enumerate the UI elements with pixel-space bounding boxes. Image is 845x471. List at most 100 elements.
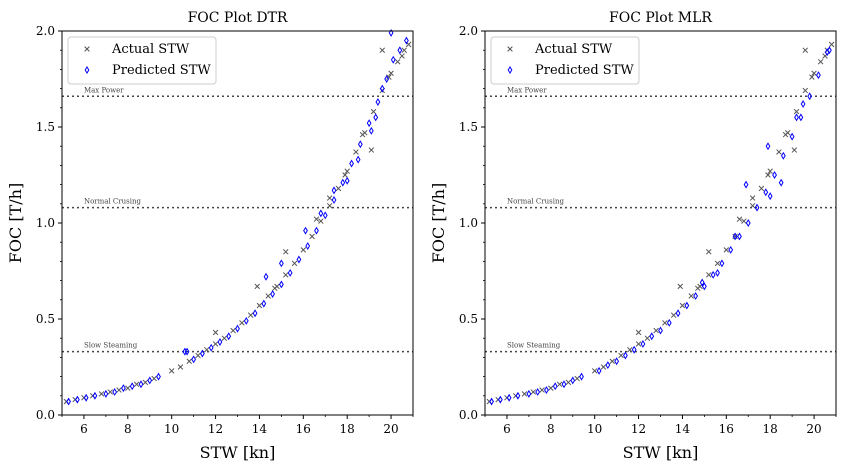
- mlr-y-tick-label: 1.5: [459, 120, 478, 134]
- mlr-predicted-point: [596, 366, 602, 375]
- mlr-predicted-point: [658, 326, 663, 335]
- mlr-plot-panel: FOC Plot MLR STW [kn] FOC [T/h] 6 8 10 12 14…: [429, 10, 837, 462]
- mlr-predicted-point: [552, 382, 558, 391]
- dtr-actual-point: [195, 352, 201, 359]
- dtr-predicted-point: [349, 159, 354, 168]
- mlr-reference-lines: Max Power Normal Crusing Slow Steaming: [485, 86, 836, 353]
- dtr-actual-point: [230, 327, 236, 334]
- mlr-actual-point: [809, 74, 815, 80]
- dtr-predicted-point: [217, 338, 223, 347]
- mlr-reference-label: Slow Steaming: [507, 342, 561, 350]
- mlr-actual-point: [679, 302, 686, 309]
- dtr-actual-point: [151, 375, 157, 382]
- dtr-actual-point: [291, 260, 298, 267]
- dtr-actual-point: [342, 172, 348, 178]
- mlr-predicted-point: [728, 245, 734, 254]
- mlr-legend-box: [490, 36, 640, 85]
- dtr-ticks: 6 8 10 12 14 16 18 20 0.0 0.5 1.0 1.5 2.0: [36, 24, 414, 436]
- dtr-legend-predicted-label: Predicted STW: [112, 63, 211, 78]
- mlr-actual-point: [791, 147, 798, 153]
- dtr-y-tick-label: 1.0: [36, 216, 55, 230]
- mlr-predicted-point: [684, 301, 690, 310]
- dtr-predicted-point: [340, 178, 346, 187]
- dtr-predicted-point: [226, 332, 232, 341]
- dtr-predicted-point: [388, 28, 394, 37]
- dtr-actual-point: [247, 312, 254, 318]
- mlr-actual-point: [741, 218, 747, 224]
- mlr-predicted-point: [800, 99, 806, 108]
- dtr-legend-actual-marker: [84, 46, 90, 52]
- mlr-actual-point: [695, 285, 701, 292]
- mlr-predicted-point: [745, 219, 751, 227]
- dtr-predicted-point: [208, 343, 214, 352]
- mlr-actual-point: [706, 249, 712, 255]
- dtr-predicted-point: [373, 113, 379, 122]
- mlr-predicted-point: [763, 188, 769, 197]
- mlr-predicted-point: [778, 178, 784, 187]
- dtr-x-tick-label: 10: [164, 422, 179, 436]
- mlr-predicted-point: [715, 268, 720, 277]
- mlr-actual-point: [644, 335, 651, 341]
- mlr-predicted-point: [526, 389, 532, 398]
- mlr-x-tick-label: 10: [587, 422, 602, 436]
- mlr-predicted-point: [497, 395, 503, 404]
- mlr-predicted-point: [605, 361, 611, 370]
- dtr-predicted-point: [366, 119, 372, 128]
- mlr-plot-frame: [484, 30, 837, 416]
- dtr-actual-point: [386, 74, 392, 80]
- mlr-actual-point: [802, 87, 809, 94]
- dtr-predicted-point: [191, 355, 197, 364]
- mlr-actual-point: [548, 385, 554, 391]
- mlr-actual-point: [758, 185, 765, 192]
- dtr-predicted-point: [235, 324, 240, 333]
- dtr-predicted-point: [66, 397, 71, 406]
- mlr-predicted-point: [623, 351, 628, 360]
- dtr-actual-point: [344, 168, 350, 174]
- mlr-actual-point: [670, 312, 677, 318]
- mlr-legend-predicted-marker: [507, 66, 513, 74]
- mlr-plot-title: FOC Plot MLR: [609, 10, 712, 26]
- dtr-predicted-point: [375, 98, 381, 107]
- dtr-reference-label: Normal Crusing: [84, 198, 142, 206]
- mlr-actual-point: [635, 341, 642, 347]
- mlr-predicted-point: [614, 357, 620, 366]
- mlr-predicted-point: [794, 113, 799, 122]
- mlr-y-tick-label: 2.0: [459, 24, 478, 38]
- mlr-predicted-point: [710, 270, 716, 279]
- mlr-actual-point: [565, 379, 572, 386]
- dtr-predicted-point: [243, 316, 249, 325]
- dtr-actual-point: [168, 368, 175, 374]
- dtr-reference-label: Slow Steaming: [84, 342, 138, 350]
- mlr-actual-point: [817, 58, 824, 65]
- dtr-predicted-point: [390, 55, 396, 64]
- dtr-actual-point: [125, 385, 131, 391]
- dtr-actual-point: [370, 108, 377, 115]
- dtr-predicted-point: [74, 395, 80, 404]
- mlr-x-tick-label: 14: [675, 422, 691, 436]
- dtr-plot-title: FOC Plot DTR: [188, 10, 288, 26]
- mlr-legend-actual-label: Actual STW: [534, 42, 613, 57]
- mlr-predicted-point: [631, 345, 637, 354]
- mlr-y-tick-label: 1.0: [459, 216, 478, 230]
- dtr-actual-point: [318, 218, 324, 224]
- mlr-actual-point: [706, 272, 712, 278]
- dtr-y-tick-label: 1.5: [36, 120, 55, 134]
- mlr-actual-point: [765, 172, 771, 178]
- mlr-actual-point: [618, 352, 624, 359]
- mlr-predicted-point: [737, 232, 742, 241]
- dtr-legend-diamond-symbol: [84, 66, 90, 74]
- dtr-data-points: [63, 28, 412, 406]
- dtr-predicted-point: [296, 255, 302, 264]
- mlr-actual-point: [749, 195, 756, 201]
- dtr-actual-point: [116, 387, 122, 393]
- dtr-predicted-point: [397, 46, 403, 55]
- dtr-predicted-point: [368, 126, 374, 135]
- mlr-predicted-point: [743, 180, 749, 189]
- dtr-predicted-point: [322, 211, 328, 220]
- dtr-reference-lines: Max Power Normal Crusing Slow Steaming: [62, 86, 413, 353]
- mlr-x-tick-label: 16: [719, 422, 734, 436]
- dtr-actual-point: [399, 53, 405, 59]
- mlr-actual-point: [635, 329, 642, 336]
- dtr-predicted-point: [112, 387, 118, 396]
- mlr-x-tick-label: 12: [631, 422, 646, 436]
